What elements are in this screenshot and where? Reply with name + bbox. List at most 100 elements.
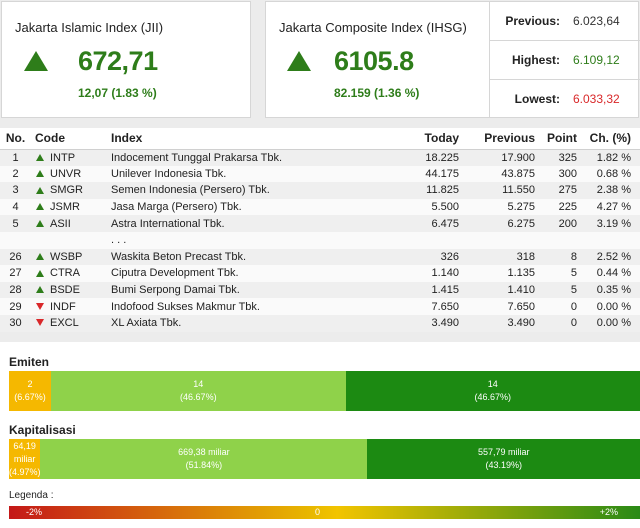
row-change: 0.00 % bbox=[581, 298, 640, 315]
stat-previous-label: Previous: bbox=[505, 14, 560, 28]
table-row[interactable]: 26 WSBP Waskita Beton Precast Tbk. 326 318 8 2… bbox=[0, 248, 640, 266]
row-previous: 5.275 bbox=[463, 198, 539, 216]
kapitalisasi-bar: 64,19 miliar (4.97%) 669,38 miliar (51.84%)… bbox=[9, 439, 640, 479]
row-code: CTRA bbox=[31, 265, 107, 282]
row-name: Indofood Sukses Makmur Tbk. bbox=[107, 298, 401, 315]
row-previous: 43.875 bbox=[463, 165, 539, 183]
emiten-title: Emiten bbox=[9, 355, 50, 369]
row-no: 26 bbox=[0, 248, 31, 266]
row-today: 326 bbox=[401, 248, 463, 266]
kapitalisasi-title: Kapitalisasi bbox=[9, 423, 76, 437]
row-today: 7.650 bbox=[401, 298, 463, 315]
row-code: ASII bbox=[31, 215, 107, 232]
row-change: 2.38 % bbox=[581, 182, 640, 199]
row-code: BSDE bbox=[31, 281, 107, 299]
legend-label: Legenda : bbox=[9, 490, 54, 501]
up-arrow-icon bbox=[36, 269, 44, 277]
row-previous: 3.490 bbox=[463, 314, 539, 332]
jii-change: 12,07 (1.83 %) bbox=[78, 86, 157, 100]
row-code bbox=[31, 231, 107, 249]
up-arrow-icon bbox=[36, 153, 44, 161]
row-no bbox=[0, 231, 31, 249]
up-arrow-icon bbox=[36, 203, 44, 211]
ihsg-change: 82.159 (1.36 %) bbox=[334, 86, 420, 100]
row-no: 28 bbox=[0, 281, 31, 299]
emiten-segment-light[interactable]: 14 (46.67%) bbox=[51, 371, 346, 411]
row-code: EXCL bbox=[31, 314, 107, 332]
row-code: INDF bbox=[31, 298, 107, 315]
row-no: 29 bbox=[0, 298, 31, 315]
row-change bbox=[581, 231, 640, 249]
row-point: 0 bbox=[539, 298, 581, 315]
table-row[interactable]: 5 ASII Astra International Tbk. 6.475 6.275 2… bbox=[0, 215, 640, 232]
row-no: 5 bbox=[0, 215, 31, 232]
row-point: 5 bbox=[539, 265, 581, 282]
up-arrow-icon bbox=[36, 169, 44, 177]
row-point: 275 bbox=[539, 182, 581, 199]
down-arrow-icon bbox=[36, 319, 44, 327]
distribution-section: Emiten 2 (6.67%) 14 (46.67%) 14 (46.67%) Kapi… bbox=[0, 342, 640, 528]
row-name: Astra International Tbk. bbox=[107, 215, 401, 232]
kapitalisasi-segment-light[interactable]: 669,38 miliar (51.84%) bbox=[40, 439, 368, 479]
col-point[interactable]: Point bbox=[539, 128, 581, 150]
table-row[interactable]: 2 UNVR Unilever Indonesia Tbk. 44.175 43.875… bbox=[0, 165, 640, 183]
ihsg-title: Jakarta Composite Index (IHSG) bbox=[279, 20, 467, 35]
emiten-segment-orange[interactable]: 2 (6.67%) bbox=[9, 371, 52, 411]
row-today: 3.490 bbox=[401, 314, 463, 332]
row-no: 27 bbox=[0, 265, 31, 282]
emiten-bar: 2 (6.67%) 14 (46.67%) 14 (46.67%) bbox=[9, 371, 640, 411]
col-today[interactable]: Today bbox=[401, 128, 463, 150]
emiten-segment-dark[interactable]: 14 (46.67%) bbox=[345, 371, 640, 411]
table-row[interactable]: 1 INTP Indocement Tunggal Prakarsa Tbk. 18.… bbox=[0, 149, 640, 166]
row-previous: 11.550 bbox=[463, 182, 539, 199]
up-arrow-icon bbox=[36, 219, 44, 227]
table-row[interactable]: 27 CTRA Ciputra Development Tbk. 1.140 1.135… bbox=[0, 265, 640, 282]
stat-lowest-value: 6.033,32 bbox=[573, 92, 620, 106]
ihsg-value: 6105.8 bbox=[334, 46, 414, 76]
row-previous: 1.135 bbox=[463, 265, 539, 282]
table-row[interactable]: 4 JSMR Jasa Marga (Persero) Tbk. 5.500 5.275… bbox=[0, 198, 640, 216]
row-code: UNVR bbox=[31, 165, 107, 183]
legend-mid: 0 bbox=[315, 507, 321, 517]
row-today bbox=[401, 231, 463, 249]
row-code: SMGR bbox=[31, 182, 107, 199]
row-change: 0.68 % bbox=[581, 165, 640, 183]
jii-panel: Jakarta Islamic Index (JII) 672,71 12,07… bbox=[1, 1, 251, 118]
table-body: 1 INTP Indocement Tunggal Prakarsa Tbk. 18.… bbox=[0, 149, 640, 332]
stat-highest: Highest: 6.109,12 bbox=[490, 41, 640, 80]
col-change[interactable]: Ch. (%) bbox=[581, 128, 640, 150]
index-table: No. Code Index Today Previous Point Ch. … bbox=[0, 128, 640, 332]
table-row[interactable]: 3 SMGR Semen Indonesia (Persero) Tbk. 11.82… bbox=[0, 182, 640, 199]
row-change: 0.35 % bbox=[581, 281, 640, 299]
row-change: 0.00 % bbox=[581, 314, 640, 332]
row-name: . . . bbox=[107, 231, 401, 249]
stat-previous: Previous: 6.023,64 bbox=[490, 2, 640, 41]
row-today: 1.140 bbox=[401, 265, 463, 282]
row-name: Semen Indonesia (Persero) Tbk. bbox=[107, 182, 401, 199]
col-no[interactable]: No. bbox=[0, 128, 31, 150]
row-name: Unilever Indonesia Tbk. bbox=[107, 165, 401, 183]
row-name: Ciputra Development Tbk. bbox=[107, 265, 401, 282]
row-code: WSBP bbox=[31, 248, 107, 266]
stat-highest-label: Highest: bbox=[512, 53, 560, 67]
row-change: 1.82 % bbox=[581, 149, 640, 166]
kapitalisasi-segment-orange[interactable]: 64,19 miliar (4.97%) bbox=[9, 439, 41, 479]
table-row[interactable]: 29 INDF Indofood Sukses Makmur Tbk. 7.650 7.… bbox=[0, 298, 640, 315]
row-name: Waskita Beton Precast Tbk. bbox=[107, 248, 401, 266]
table-row: . . . bbox=[0, 231, 640, 249]
stat-previous-value: 6.023,64 bbox=[573, 14, 620, 28]
col-previous[interactable]: Previous bbox=[463, 128, 539, 150]
stat-highest-value: 6.109,12 bbox=[573, 53, 620, 67]
row-change: 0.44 % bbox=[581, 265, 640, 282]
col-code[interactable]: Code bbox=[31, 128, 107, 150]
row-today: 5.500 bbox=[401, 198, 463, 216]
col-index[interactable]: Index bbox=[107, 128, 401, 150]
row-change: 3.19 % bbox=[581, 215, 640, 232]
table-row[interactable]: 30 EXCL XL Axiata Tbk. 3.490 3.490 0 0.00 % bbox=[0, 314, 640, 332]
up-arrow-icon bbox=[36, 186, 44, 194]
kapitalisasi-segment-dark[interactable]: 557,79 miliar (43.19%) bbox=[367, 439, 640, 479]
row-previous bbox=[463, 231, 539, 249]
table-row[interactable]: 28 BSDE Bumi Serpong Damai Tbk. 1.415 1.410 5… bbox=[0, 281, 640, 299]
row-point bbox=[539, 231, 581, 249]
legend-max: +2% bbox=[599, 507, 618, 517]
